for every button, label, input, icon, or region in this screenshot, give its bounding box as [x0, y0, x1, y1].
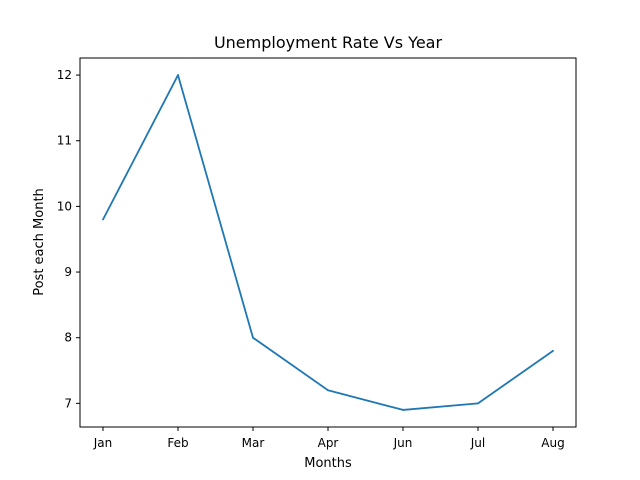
x-tick-label: Jul — [470, 436, 485, 450]
data-point — [327, 389, 329, 392]
y-tick-label: 10 — [57, 199, 72, 213]
x-tick-label: Apr — [318, 436, 339, 450]
data-point — [477, 402, 479, 405]
x-tick-label: Jan — [93, 436, 113, 450]
x-tick-label: Mar — [242, 436, 265, 450]
y-axis-label: Post each Month — [32, 188, 47, 296]
series-layer — [102, 74, 554, 411]
y-tick-label: 8 — [64, 331, 72, 345]
x-axis-ticks: Jan Feb Mar Apr Jun Jul Aug — [93, 427, 565, 450]
x-tick-label: Aug — [541, 436, 564, 450]
data-point — [552, 349, 554, 352]
y-axis-ticks: 7 8 9 10 11 12 — [57, 68, 80, 410]
data-point — [402, 409, 404, 411]
chart-title: Unemployment Rate Vs Year — [214, 33, 443, 52]
y-tick-label: 12 — [57, 68, 72, 82]
y-tick-label: 9 — [64, 265, 72, 279]
x-axis-label: Months — [304, 456, 352, 471]
data-point — [102, 218, 104, 221]
data-point — [252, 336, 254, 339]
data-point — [177, 74, 179, 76]
x-tick-label: Feb — [167, 436, 188, 450]
y-tick-label: 7 — [64, 396, 72, 410]
x-tick-label: Jun — [393, 436, 413, 450]
y-tick-label: 11 — [57, 134, 72, 148]
